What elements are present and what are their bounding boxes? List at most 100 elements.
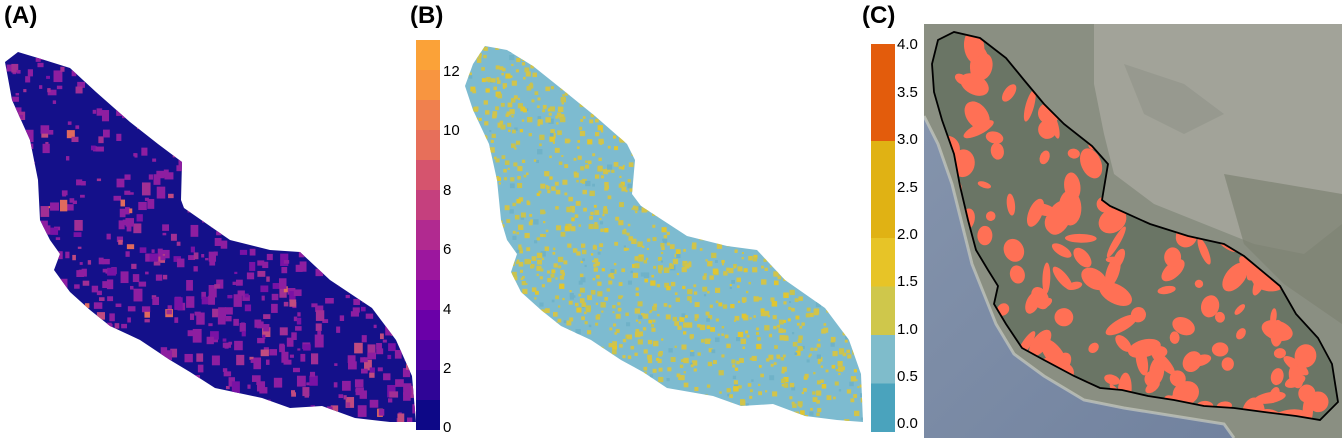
map-b-speckle — [828, 50, 834, 56]
map-b-speckle — [495, 65, 500, 70]
map-b-speckle — [533, 355, 537, 358]
map-a-speckle — [43, 244, 50, 250]
map-b-speckle — [748, 281, 751, 285]
map-b-speckle — [574, 214, 579, 218]
map-b-speckle — [822, 57, 827, 62]
map-a-speckle — [218, 307, 227, 318]
map-b-speckle — [788, 46, 794, 51]
map-b-speckle — [525, 384, 528, 387]
map-b-speckle — [587, 160, 592, 165]
map-b-speckle — [503, 168, 507, 173]
map-b-speckle — [610, 61, 616, 66]
map-a-speckle — [66, 204, 74, 211]
map-b-speckle — [853, 46, 859, 47]
map-a-speckle — [280, 253, 289, 266]
map-b-speckle — [761, 228, 766, 233]
map-b-speckle — [496, 358, 501, 362]
map-b-speckle — [818, 251, 823, 256]
map-b-speckle — [485, 88, 490, 93]
map-b-speckle — [843, 201, 847, 204]
map-a-speckle — [116, 350, 125, 357]
map-a-speckle — [136, 214, 143, 222]
map-b-speckle — [585, 160, 588, 164]
map-a-speckle — [312, 60, 316, 64]
map-a-speckle — [56, 251, 63, 260]
map-b-speckle — [860, 417, 863, 421]
map-b-speckle — [535, 159, 539, 164]
map-b-speckle — [670, 134, 674, 138]
map-a-speckle — [153, 261, 161, 266]
map-a-speckle — [399, 60, 408, 65]
map-a-speckle — [193, 266, 198, 272]
map-b-speckle — [698, 403, 702, 406]
map-b-speckle — [485, 352, 490, 358]
map-a-speckle — [303, 344, 311, 351]
map-b-speckle — [690, 349, 694, 354]
map-b-speckle — [750, 154, 754, 158]
map-a-speckle — [234, 340, 243, 351]
map-b-speckle — [753, 315, 756, 318]
map-b-speckle — [596, 372, 602, 378]
map-b-speckle — [599, 76, 603, 80]
map-b-speckle — [474, 203, 479, 208]
map-b-speckle — [742, 177, 746, 181]
map-b-speckle — [822, 140, 826, 144]
map-b-speckle — [798, 335, 803, 340]
map-a-speckle — [396, 315, 404, 327]
map-a-speckle — [404, 352, 412, 361]
map-a-speckle — [250, 229, 258, 238]
map-b-speckle — [510, 426, 515, 430]
map-a-speckle — [5, 305, 8, 309]
map-b-speckle — [550, 273, 555, 278]
map-b-speckle — [798, 123, 805, 129]
map-b-speckle — [650, 113, 655, 117]
map-a-speckle — [5, 416, 11, 422]
map-a-speckle — [85, 338, 90, 342]
map-b-speckle — [627, 53, 633, 59]
map-b-speckle — [699, 234, 705, 241]
map-b-speckle — [584, 321, 588, 325]
map-b-speckle — [693, 408, 698, 413]
map-b-speckle — [748, 119, 752, 122]
map-a-speckle — [40, 55, 44, 60]
map-b-speckle — [674, 321, 680, 326]
map-b-speckle — [626, 81, 632, 86]
map-b-speckle — [516, 57, 521, 63]
map-a-speckle — [233, 143, 239, 149]
map-b-speckle — [665, 314, 671, 320]
map-b-speckle — [743, 185, 749, 191]
map-a-speckle — [229, 197, 237, 205]
map-b-speckle — [828, 59, 832, 63]
map-b-speckle — [851, 344, 854, 347]
map-b-speckle — [640, 104, 646, 110]
map-b-speckle — [658, 194, 663, 199]
map-b-speckle — [716, 425, 718, 427]
map-a-speckle — [193, 142, 202, 152]
map-c-patch — [1009, 265, 1025, 284]
map-b-speckle — [564, 192, 568, 196]
map-a-speckle — [337, 84, 345, 95]
map-b-speckle — [651, 56, 657, 62]
map-a-speckle — [266, 276, 270, 282]
map-a-speckle — [284, 161, 292, 172]
map-b-speckle — [783, 276, 788, 282]
map-a-speckle — [250, 359, 256, 363]
map-b-speckle — [792, 403, 797, 408]
map-b-speckle — [472, 377, 477, 381]
map-a-speckle — [152, 158, 157, 162]
map-b-speckle — [664, 282, 670, 288]
map-b-speckle — [657, 358, 662, 364]
map-a-speckle — [192, 375, 201, 383]
map-b-speckle — [841, 243, 847, 249]
map-a-speckle — [393, 193, 397, 197]
map-a-speckle — [15, 159, 23, 167]
map-b-speckle — [686, 423, 688, 425]
map-b-speckle — [802, 95, 808, 101]
map-a-speckle — [356, 274, 366, 281]
map-a-speckle — [5, 276, 7, 288]
map-a-speckle — [12, 223, 19, 228]
map-b-speckle — [564, 331, 570, 337]
map-b-speckle — [691, 244, 697, 250]
map-b-speckle — [660, 122, 667, 128]
map-b-speckle — [514, 127, 518, 131]
